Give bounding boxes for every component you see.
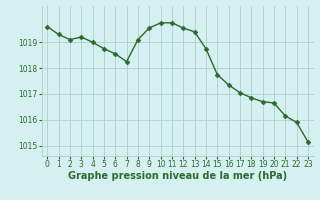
X-axis label: Graphe pression niveau de la mer (hPa): Graphe pression niveau de la mer (hPa): [68, 171, 287, 181]
